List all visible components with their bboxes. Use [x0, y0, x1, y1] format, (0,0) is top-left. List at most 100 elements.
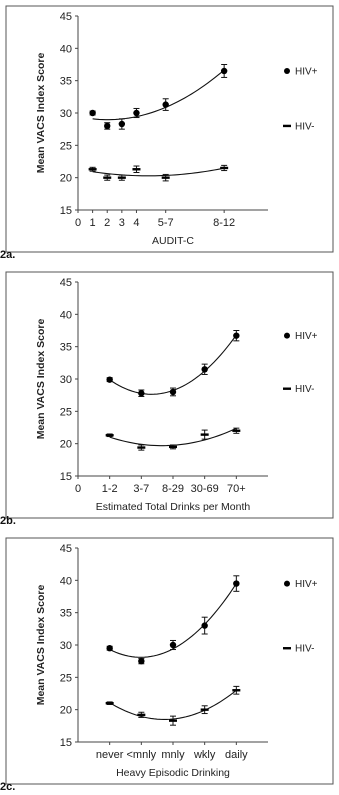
legend-marker-hiv-neg [283, 124, 291, 128]
data-point-hiv-neg [232, 429, 241, 432]
legend-label-hiv-neg: HIV- [295, 644, 314, 655]
chart-2a-y-tick-label: 35 [60, 76, 72, 88]
chart-2c-y-tick-label: 25 [60, 672, 72, 684]
chart-2b-x-tick-label: 8-29 [162, 483, 184, 495]
data-point-hiv-pos [133, 109, 140, 117]
legend-marker-hiv-pos [284, 580, 290, 587]
data-point-hiv-neg [105, 434, 114, 437]
chart-2c-x-axis-title: Heavy Episodic Drinking [116, 767, 230, 779]
chart-2a-x-tick-label: 3 [119, 217, 125, 229]
legend-label-hiv-neg: HIV- [295, 384, 314, 395]
data-point-hiv-neg [220, 166, 229, 170]
data-point-hiv-neg [200, 708, 209, 711]
chart-2c-y-tick-label: 45 [60, 543, 72, 555]
data-point-hiv-pos [169, 388, 177, 396]
chart-2c-y-tick-label: 15 [60, 737, 72, 749]
chart-2c-panel-label: 2c. [0, 781, 15, 792]
chart-2c-x-tick-label: <mnly [127, 749, 157, 761]
chart-2b-svg: 15 20 25 30 35 40 45 0 1-2 3-7 8-29 30-69 70+ Estimat… [0, 271, 334, 526]
legend-label-hiv-pos: HIV+ [295, 66, 318, 77]
data-point-hiv-pos [220, 67, 228, 75]
chart-2a-x-axis-title: AUDIT-C [152, 235, 194, 247]
chart-2b-x-tick-label: 3-7 [133, 483, 149, 495]
chart-2a-y-tick-label: 40 [60, 43, 72, 55]
chart-2a-x-tick-label: 1 [90, 217, 96, 229]
chart-2b-x-tick-label: 1-2 [102, 483, 118, 495]
legend-label-hiv-pos: HIV+ [295, 579, 318, 590]
data-point-hiv-neg [117, 176, 126, 179]
chart-2c-y-tick-label: 30 [60, 640, 72, 652]
legend-label-hiv-neg: HIV- [295, 121, 314, 132]
data-point-hiv-pos [201, 366, 208, 373]
chart-2b-x-tick-label: 0 [75, 483, 81, 495]
data-point-hiv-neg [232, 689, 241, 692]
chart-2b-frame [5, 271, 334, 519]
chart-2a-frame [5, 5, 334, 253]
chart-2c-y-tick-label: 40 [60, 575, 72, 587]
data-point-hiv-pos [89, 109, 96, 117]
chart-2b-x-axis-title: Estimated Total Drinks per Month [96, 501, 251, 513]
data-point-hiv-neg [137, 713, 146, 717]
chart-2a-trendline-hiv-neg [92, 167, 225, 177]
data-point-hiv-pos [233, 332, 240, 339]
chart-2b-y-tick-label: 35 [60, 342, 72, 354]
data-point-hiv-neg [200, 433, 209, 436]
data-point-hiv-neg [105, 702, 114, 705]
chart-2b-y-tick-label: 30 [60, 374, 72, 386]
chart-2a-x-tick-label: 4 [133, 217, 139, 229]
data-point-hiv-neg [137, 446, 146, 449]
chart-2a-y-axis-title: Mean VACS Index Score [35, 53, 47, 174]
chart-2b-y-tick-label: 15 [60, 471, 72, 483]
data-point-hiv-pos [106, 645, 113, 652]
data-point-hiv-neg [169, 445, 177, 449]
chart-panel-2a: 15 20 25 30 35 40 45 0 1 2 3 4 5-7 8-12 AUDIT-C Mean VA… [0, 0, 339, 260]
data-point-hiv-pos [138, 657, 145, 665]
chart-2b-y-tick-label: 40 [60, 309, 72, 321]
chart-2a-y-tick-label: 15 [60, 205, 72, 217]
chart-2a-x-tick-label: 2 [104, 217, 110, 229]
data-point-hiv-neg [132, 168, 141, 171]
chart-2c-y-axis-title: Mean VACS Index Score [35, 585, 47, 706]
chart-2b-panel-label: 2b. [0, 515, 16, 526]
chart-2b-y-tick-label: 25 [60, 406, 72, 418]
chart-2a-y-tick-label: 20 [60, 173, 72, 185]
data-point-hiv-pos [138, 390, 145, 397]
chart-2c-x-tick-label: never [96, 749, 124, 761]
chart-2a-trendline-hiv-pos [92, 69, 225, 121]
chart-2b-y-tick-label: 20 [60, 439, 72, 451]
chart-panel-2c: 15 20 25 30 35 40 45 never <mnly mnly wkly daily Hea… [0, 532, 339, 792]
chart-2b-y-tick-label: 45 [60, 277, 72, 289]
chart-2b-x-tick-label: 70+ [227, 483, 246, 495]
legend-marker-hiv-neg [283, 387, 291, 390]
chart-2a-x-tick-label: 8-12 [213, 217, 235, 229]
chart-2a-y-tick-label: 25 [60, 140, 72, 152]
data-point-hiv-pos [233, 580, 240, 587]
chart-2a-panel-label: 2a. [0, 249, 15, 260]
chart-2b-y-axis-title: Mean VACS Index Score [35, 319, 47, 440]
legend-marker-hiv-neg [283, 647, 291, 650]
data-point-hiv-pos [162, 101, 169, 108]
chart-2c-x-tick-label: wkly [193, 749, 216, 761]
data-point-hiv-neg [88, 168, 97, 171]
chart-2a-x-tick-label: 0 [75, 217, 81, 229]
chart-panel-2b: 15 20 25 30 35 40 45 0 1-2 3-7 8-29 30-69 70+ Estimat… [0, 266, 339, 526]
chart-2a-y-tick-label: 30 [60, 108, 72, 120]
data-point-hiv-neg [103, 176, 112, 179]
data-point-hiv-neg [161, 176, 170, 179]
chart-2c-x-tick-label: mnly [161, 749, 185, 761]
chart-2a-svg: 15 20 25 30 35 40 45 0 1 2 3 4 5-7 8-12 AUDIT-C Mean VA… [0, 5, 334, 260]
legend-marker-hiv-pos [284, 332, 290, 339]
data-point-hiv-pos [104, 122, 111, 130]
data-point-hiv-pos [169, 641, 177, 649]
chart-2a-x-tick-label: 5-7 [158, 217, 174, 229]
legend-marker-hiv-pos [284, 67, 290, 74]
chart-2a-y-tick-label: 45 [60, 11, 72, 23]
data-point-hiv-pos [106, 376, 113, 383]
chart-2c-x-tick-label: daily [225, 749, 248, 761]
legend-label-hiv-pos: HIV+ [295, 331, 318, 342]
chart-2b-x-tick-label: 30-69 [191, 483, 219, 495]
data-point-hiv-pos [118, 120, 126, 128]
chart-2c-y-tick-label: 35 [60, 608, 72, 620]
chart-2c-y-tick-label: 20 [60, 705, 72, 717]
data-point-hiv-neg [169, 719, 177, 722]
